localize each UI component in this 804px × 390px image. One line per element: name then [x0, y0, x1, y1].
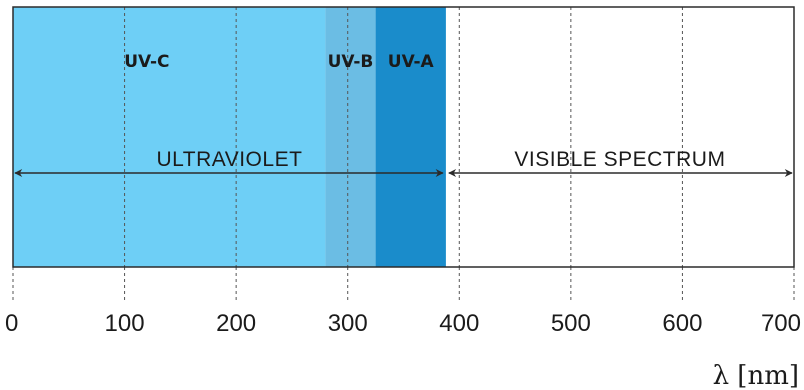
tick-label-400: 400	[439, 310, 479, 337]
range-arrows: ULTRAVIOLET VISIBLE SPECTRUM	[14, 148, 793, 177]
tick-label-300: 300	[328, 310, 368, 337]
band-label-uv-a: UV-A	[388, 52, 435, 72]
band-label-uv-c: UV-C	[124, 52, 169, 72]
span-label-0: ULTRAVIOLET	[156, 148, 302, 171]
tick-label-200: 200	[216, 310, 256, 337]
band-uv-b	[325, 7, 376, 267]
tick-label-700: 700	[761, 310, 801, 337]
axis-label: λ [nm]	[713, 361, 799, 390]
tick-labels: 0 100 200 300 400 500 600 700	[5, 310, 801, 337]
spectrum-frame	[12, 6, 795, 268]
tick-label-100: 100	[105, 310, 145, 337]
tick-label-500: 500	[551, 310, 591, 337]
band-label-uv-b: UV-B	[328, 52, 374, 72]
band-uv-a	[375, 7, 446, 267]
band-labels: UV-C UV-B UV-A	[124, 52, 434, 72]
tick-label-600: 600	[662, 310, 702, 337]
span-label-1: VISIBLE SPECTRUM	[514, 148, 725, 171]
bands-layer	[13, 7, 446, 267]
band-uv-c	[13, 7, 326, 267]
tick-label-0: 0	[5, 310, 18, 337]
gridlines	[12, 7, 795, 303]
